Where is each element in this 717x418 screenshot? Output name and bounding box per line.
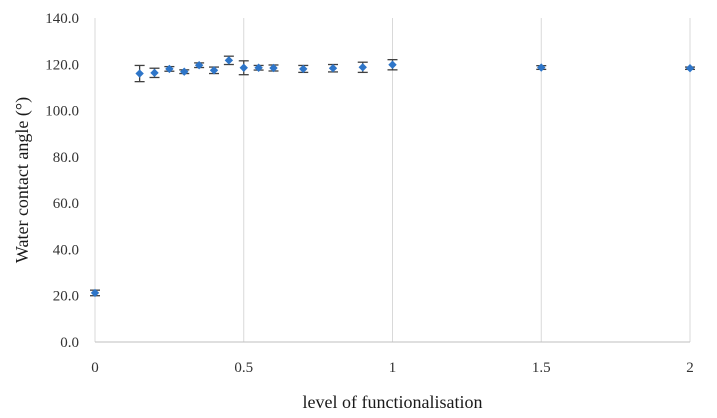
y-tick-label: 120.0	[45, 57, 79, 73]
x-tick-label: 0.5	[234, 360, 253, 376]
data-point-6	[209, 66, 219, 75]
data-point-5	[194, 61, 204, 70]
data-point-13	[358, 63, 367, 72]
x-tick-label: 2	[686, 360, 694, 376]
data-point-9	[254, 63, 263, 72]
data-point-3	[165, 64, 174, 74]
x-axis-title: level of functionalisation	[303, 392, 483, 412]
x-tick-label: 1.5	[532, 360, 551, 376]
x-tick-label: 0	[91, 360, 99, 376]
y-axis-title: Water contact angle (°)	[12, 97, 33, 263]
y-tick-label: 20.0	[53, 289, 79, 305]
x-tick-label: 1	[389, 360, 397, 376]
data-point-2	[150, 68, 159, 78]
data-point-10	[269, 63, 278, 73]
data-point-7	[224, 56, 234, 65]
data-point-11	[299, 64, 308, 74]
data-point-1	[135, 69, 144, 78]
data-point-14	[388, 60, 397, 69]
data-point-12	[328, 64, 338, 73]
y-tick-label: 40.0	[53, 242, 79, 258]
data-point-0	[90, 288, 100, 298]
data-point-4	[180, 67, 189, 76]
data-point-15	[537, 63, 546, 72]
data-point-8	[239, 63, 248, 72]
y-tick-label: 80.0	[53, 150, 79, 166]
data-point-16	[685, 64, 695, 73]
y-tick-label: 140.0	[45, 11, 79, 27]
data-points	[90, 56, 695, 298]
y-tick-labels: 0.0 20.0 40.0 60.0 80.0 100.0 120.0 140.0	[45, 11, 79, 351]
x-tick-labels: 0 0.5 1 1.5 2	[91, 360, 694, 376]
y-tick-label: 0.0	[60, 335, 79, 351]
y-tick-label: 60.0	[53, 196, 79, 212]
y-tick-label: 100.0	[45, 104, 79, 120]
